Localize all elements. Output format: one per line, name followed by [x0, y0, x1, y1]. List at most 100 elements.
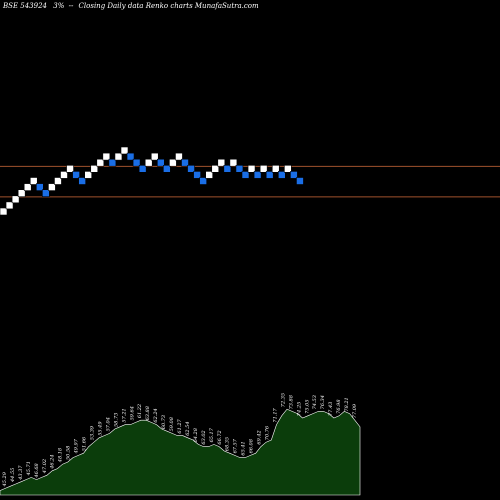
volume-label: 47.02 [42, 459, 48, 474]
volume-label: 76.34 [320, 395, 326, 409]
chart-description: Closing Daily data Renko charts MunafaSu… [79, 2, 259, 10]
volume-label: 63.02 [201, 430, 207, 444]
volume-label: 50.58 [66, 446, 72, 460]
renko-brick-up [247, 165, 256, 173]
renko-brick-up [271, 165, 280, 173]
renko-brick-up [84, 171, 92, 179]
volume-label: 65.41 [241, 441, 247, 455]
renko-brick-up [284, 165, 292, 173]
volume-label: 71.17 [272, 407, 278, 422]
volume-label: 62.54 [185, 421, 191, 435]
volume-label: 77.09 [352, 403, 358, 418]
volume-label: 72.35 [280, 393, 286, 407]
chart-box-size-sep: -- [69, 2, 74, 10]
renko-brick-up [48, 183, 56, 191]
renko-brick-down [187, 165, 195, 173]
renko-brick-up [5, 201, 14, 210]
chart-header: BSE 543924 3% -- Closing Daily data Renk… [2, 2, 259, 10]
chart-box-size: 3% [53, 2, 64, 10]
volume-label: 57.21 [121, 408, 127, 422]
volume-label: 49.97 [74, 438, 80, 454]
volume-label: 65.17 [209, 427, 215, 442]
renko-brick-down [157, 158, 165, 167]
volume-label: 67.57 [233, 438, 239, 453]
renko-brick-up [54, 177, 62, 185]
renko-brick-up [66, 165, 74, 173]
volume-label: 64.28 [193, 428, 199, 442]
volume-label: 51.66 [82, 436, 88, 451]
renko-brick-down [163, 165, 171, 173]
renko-brick-down [42, 189, 50, 197]
volume-label: 48.18 [58, 448, 64, 463]
renko-brick-down [265, 171, 274, 179]
renko-brick-up [205, 171, 213, 179]
renko-brick-up [29, 177, 38, 185]
renko-brick-down [78, 177, 86, 185]
renko-brick-down [277, 171, 286, 179]
renko-bricks [0, 146, 304, 216]
renko-brick-down [241, 171, 250, 179]
renko-brick-up [96, 158, 105, 167]
chart-symbol: BSE 543924 [2, 2, 47, 10]
renko-brick-up [120, 146, 129, 155]
volume-label: 66.08 [249, 439, 255, 453]
volume-label: 74.25 [296, 402, 302, 416]
renko-brick-down [296, 177, 304, 185]
renko-brick-up [17, 189, 26, 197]
renko-brick-down [199, 177, 207, 185]
renko-brick-up [217, 158, 226, 167]
volume-label: 63.88 [145, 406, 151, 420]
volume-label: 45.71 [26, 461, 32, 476]
renko-brick-down [126, 152, 135, 161]
renko-brick-down [235, 165, 244, 173]
volume-label: 66.72 [217, 430, 223, 444]
volume-label: 61.27 [177, 418, 183, 433]
volume-label: 59.08 [169, 417, 175, 431]
volume-label: 77.43 [328, 402, 334, 416]
volume-label: 58.73 [113, 413, 119, 427]
volume-label: 46.24 [50, 454, 56, 469]
renko-brick-up [11, 195, 20, 204]
volume-label: 45.29 [2, 471, 8, 487]
renko-brick-up [114, 152, 123, 161]
renko-brick-up [175, 152, 183, 161]
volume-label: 78.21 [344, 397, 350, 411]
renko-brick-up [102, 152, 111, 161]
renko-brick-up [0, 207, 8, 216]
volume-label: 53.39 [90, 425, 96, 440]
volume-label: 69.42 [257, 430, 263, 444]
renko-brick-down [108, 158, 117, 167]
renko-brick-down [132, 158, 141, 167]
renko-brick-down [253, 171, 262, 179]
volume-label: 68.35 [225, 437, 231, 451]
renko-brick-down [290, 171, 298, 179]
renko-brick-up [169, 158, 177, 167]
renko-brick-up [90, 165, 99, 173]
volume-label: 76.98 [336, 399, 342, 413]
volume-label: 75.05 [304, 399, 310, 413]
volume-area: 45.29 44.55 43.37 45.71 46.68 47.02 46.24 48.18… [0, 393, 361, 496]
renko-brick-up [150, 152, 159, 161]
renko-brick-up [60, 171, 68, 179]
renko-brick-up [211, 165, 220, 173]
volume-label: 55.49 [97, 421, 103, 436]
volume-label: 46.68 [34, 463, 40, 478]
volume-label: 43.37 [18, 465, 24, 481]
renko-brick-down [72, 171, 80, 179]
renko-brick-down [193, 171, 201, 179]
renko-brick-down [138, 165, 147, 173]
renko-brick-down [35, 183, 44, 191]
volume-label: 60.73 [161, 415, 167, 429]
volume-label: 57.04 [105, 417, 111, 431]
renko-brick-up [23, 183, 32, 191]
volume-label: 59.64 [129, 406, 135, 420]
renko-brick-down [181, 158, 189, 167]
volume-label: 61.22 [137, 404, 143, 418]
renko-brick-up [229, 158, 238, 167]
renko-brick-up [144, 158, 153, 167]
volume-label: 62.24 [153, 408, 159, 422]
renko-brick-down [223, 165, 232, 173]
volume-label: 44.55 [10, 468, 16, 483]
